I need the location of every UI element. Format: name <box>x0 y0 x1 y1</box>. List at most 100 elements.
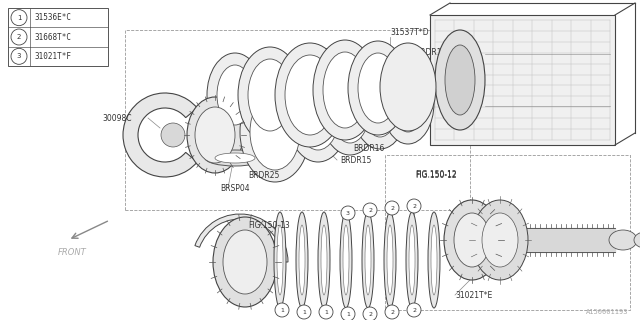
Text: 1: 1 <box>302 309 306 315</box>
Text: FIG.150-13: FIG.150-13 <box>248 220 290 229</box>
Text: 2: 2 <box>368 311 372 316</box>
Ellipse shape <box>187 97 243 173</box>
Circle shape <box>297 305 311 319</box>
Ellipse shape <box>365 225 371 295</box>
Ellipse shape <box>250 94 300 170</box>
Text: BRDR25: BRDR25 <box>248 171 280 180</box>
Ellipse shape <box>217 65 253 125</box>
Circle shape <box>341 307 355 320</box>
Ellipse shape <box>275 43 345 147</box>
Ellipse shape <box>609 230 637 250</box>
Ellipse shape <box>454 213 490 267</box>
FancyBboxPatch shape <box>8 8 108 66</box>
Text: 3: 3 <box>17 53 21 59</box>
Ellipse shape <box>274 212 286 308</box>
Text: 30098C: 30098C <box>102 114 132 123</box>
Ellipse shape <box>482 213 518 267</box>
Ellipse shape <box>352 61 408 149</box>
Text: 2: 2 <box>412 204 416 209</box>
Text: 31021T*F: 31021T*F <box>34 52 71 61</box>
Ellipse shape <box>472 200 528 280</box>
Circle shape <box>11 29 27 45</box>
Ellipse shape <box>409 225 415 295</box>
Ellipse shape <box>296 74 340 150</box>
Circle shape <box>385 305 399 319</box>
Ellipse shape <box>387 225 393 295</box>
FancyBboxPatch shape <box>430 15 615 145</box>
Text: 2: 2 <box>412 308 416 313</box>
Ellipse shape <box>248 59 292 131</box>
Ellipse shape <box>240 82 310 182</box>
Text: FIG.150-12: FIG.150-12 <box>415 171 456 180</box>
Text: 1: 1 <box>324 309 328 315</box>
Ellipse shape <box>444 200 500 280</box>
Ellipse shape <box>207 53 263 137</box>
Ellipse shape <box>318 212 330 308</box>
Ellipse shape <box>406 212 418 308</box>
Text: 31668T*C: 31668T*C <box>34 33 71 42</box>
Text: 31537T*D: 31537T*D <box>390 28 429 36</box>
Text: BRDR16: BRDR16 <box>353 143 385 153</box>
Ellipse shape <box>428 212 440 308</box>
Ellipse shape <box>384 212 396 308</box>
Ellipse shape <box>277 225 283 295</box>
Circle shape <box>363 307 377 320</box>
Text: FRONT: FRONT <box>58 247 86 257</box>
Circle shape <box>319 305 333 319</box>
Circle shape <box>363 203 377 217</box>
Text: 2: 2 <box>17 34 21 40</box>
Wedge shape <box>195 214 288 262</box>
Ellipse shape <box>285 55 335 135</box>
Ellipse shape <box>358 53 398 123</box>
Text: 2: 2 <box>390 309 394 315</box>
Text: 30098B*A: 30098B*A <box>310 47 349 57</box>
Circle shape <box>275 303 289 317</box>
Circle shape <box>11 10 27 26</box>
Text: 1: 1 <box>17 15 21 21</box>
Ellipse shape <box>323 52 367 128</box>
Ellipse shape <box>320 61 380 155</box>
Text: 3: 3 <box>346 211 350 215</box>
Ellipse shape <box>321 225 327 295</box>
Ellipse shape <box>362 73 398 137</box>
Ellipse shape <box>299 225 305 295</box>
Text: BRSP04: BRSP04 <box>220 183 250 193</box>
Text: 2: 2 <box>390 205 394 211</box>
Text: BRDR14: BRDR14 <box>415 47 446 57</box>
Ellipse shape <box>238 47 302 143</box>
Circle shape <box>341 206 355 220</box>
Text: BRDR15: BRDR15 <box>340 156 371 164</box>
Ellipse shape <box>380 43 436 131</box>
Ellipse shape <box>445 45 475 115</box>
Text: 1: 1 <box>280 308 284 313</box>
Ellipse shape <box>223 230 267 294</box>
Circle shape <box>385 201 399 215</box>
Text: 31536E*C: 31536E*C <box>34 13 71 22</box>
Text: 1: 1 <box>346 311 350 316</box>
Ellipse shape <box>205 150 265 166</box>
Circle shape <box>407 303 421 317</box>
Ellipse shape <box>362 212 374 308</box>
Ellipse shape <box>213 217 277 307</box>
Text: 31021T*E: 31021T*E <box>455 291 492 300</box>
Text: BRSN02: BRSN02 <box>218 106 248 115</box>
Ellipse shape <box>431 225 437 295</box>
Text: FIG.150-12: FIG.150-12 <box>415 170 456 179</box>
Text: BRDR20: BRDR20 <box>342 60 373 69</box>
Text: A150001193: A150001193 <box>586 309 628 315</box>
Wedge shape <box>123 93 197 177</box>
Ellipse shape <box>215 153 255 163</box>
Ellipse shape <box>634 232 640 248</box>
Ellipse shape <box>435 30 485 130</box>
Text: 31537T*C: 31537T*C <box>248 62 286 71</box>
Ellipse shape <box>195 107 235 163</box>
Circle shape <box>11 48 27 64</box>
Text: 2: 2 <box>368 207 372 212</box>
Ellipse shape <box>343 225 349 295</box>
Ellipse shape <box>392 74 424 132</box>
Ellipse shape <box>340 212 352 308</box>
Ellipse shape <box>348 41 408 135</box>
Ellipse shape <box>382 62 434 144</box>
Ellipse shape <box>330 73 370 143</box>
Ellipse shape <box>161 123 185 147</box>
